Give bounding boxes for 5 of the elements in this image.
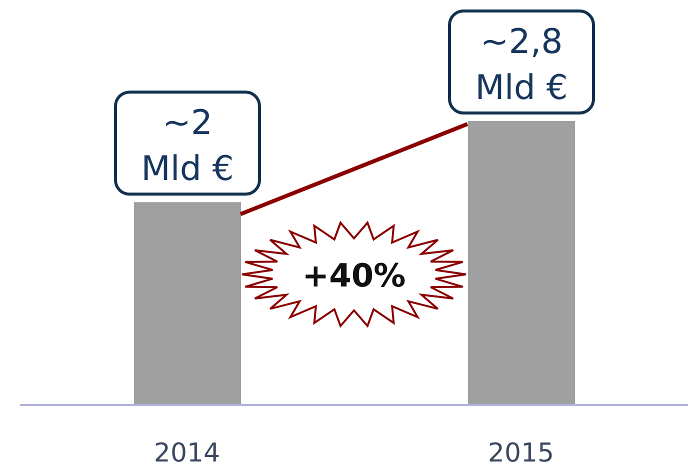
data-label: ~2 Mld € [141,103,234,190]
data-label: ~2,8 Mld € [475,22,568,108]
annotation: +40% [302,256,406,294]
x-tick-label: 2015 [488,438,554,468]
x-tick-label: 2014 [154,438,220,468]
